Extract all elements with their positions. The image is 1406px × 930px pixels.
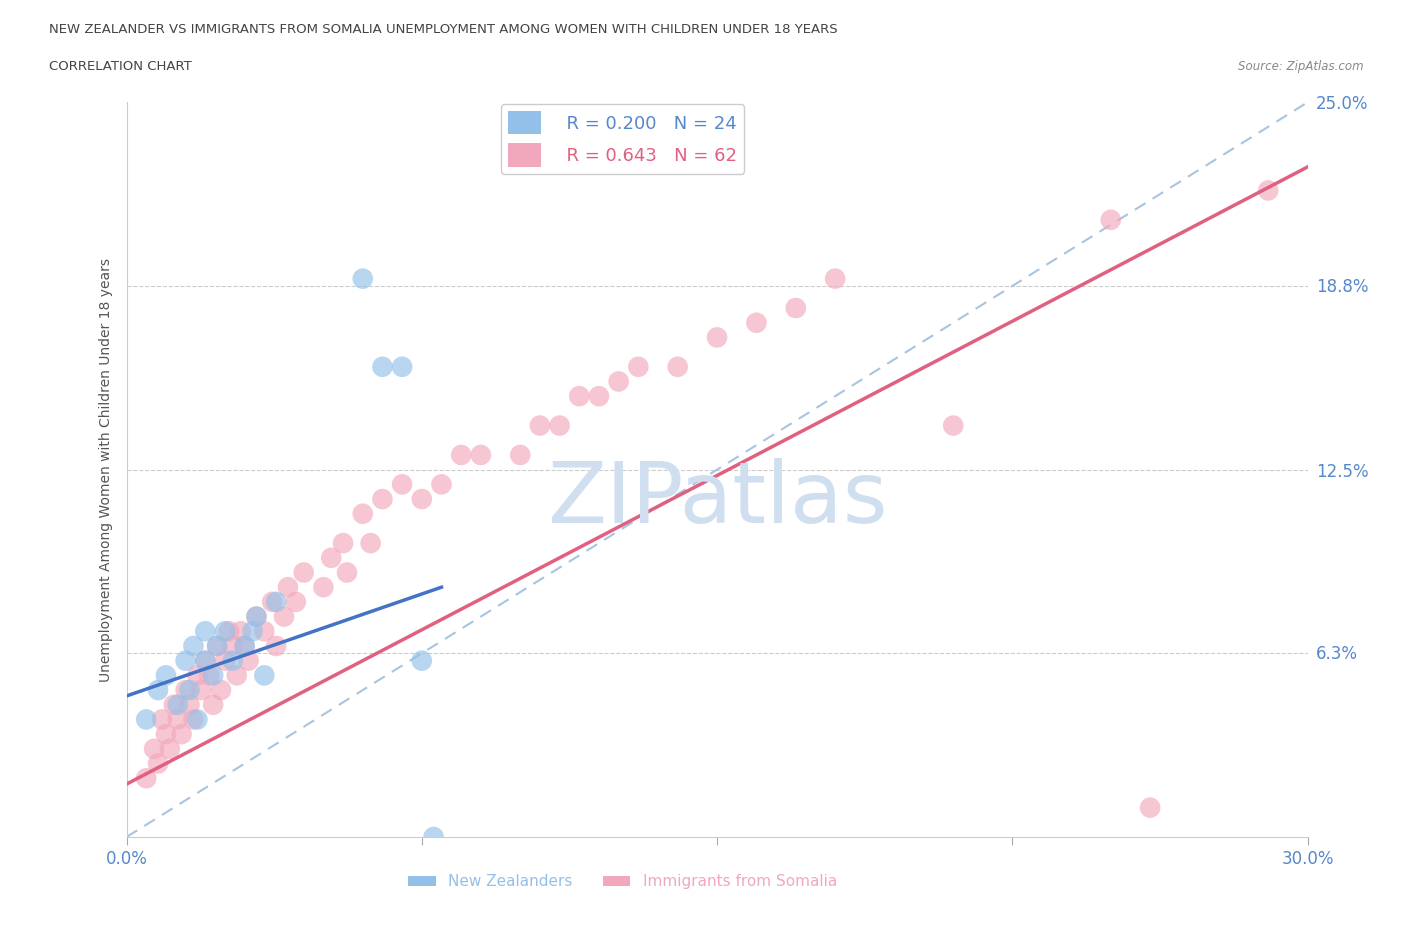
Point: [202, 698, 225, 712]
Point: [312, 579, 335, 594]
Point: [183, 639, 205, 654]
Point: [214, 653, 236, 668]
Point: [450, 447, 472, 462]
Point: [163, 698, 186, 712]
Point: [242, 624, 264, 639]
Point: [190, 683, 212, 698]
Point: [146, 756, 169, 771]
Point: [391, 359, 413, 374]
Point: [209, 683, 232, 698]
Point: [411, 653, 433, 668]
Point: [205, 639, 228, 654]
Point: [183, 712, 205, 727]
Point: [186, 712, 208, 727]
Point: [284, 594, 307, 609]
Point: [253, 624, 276, 639]
Point: [1139, 800, 1161, 815]
Text: CORRELATION CHART: CORRELATION CHART: [49, 60, 193, 73]
Point: [222, 639, 245, 654]
Point: [202, 668, 225, 683]
Point: [179, 698, 201, 712]
Point: [159, 741, 181, 756]
Point: [548, 418, 571, 433]
Point: [706, 330, 728, 345]
Point: [194, 653, 217, 668]
Point: [155, 726, 177, 741]
Point: [233, 639, 256, 654]
Point: [205, 639, 228, 654]
Point: [627, 359, 650, 374]
Point: [174, 653, 197, 668]
Point: [214, 624, 236, 639]
Point: [143, 741, 166, 756]
Point: [371, 359, 394, 374]
Point: [146, 683, 169, 698]
Point: [170, 726, 193, 741]
Point: [430, 477, 453, 492]
Point: [229, 624, 252, 639]
Legend: New Zealanders, Immigrants from Somalia: New Zealanders, Immigrants from Somalia: [402, 869, 844, 896]
Point: [262, 594, 284, 609]
Point: [179, 683, 201, 698]
Point: [194, 653, 217, 668]
Point: [568, 389, 591, 404]
Point: [198, 668, 221, 683]
Point: [509, 447, 531, 462]
Point: [321, 551, 343, 565]
Point: [277, 579, 299, 594]
Point: [745, 315, 768, 330]
Point: [391, 477, 413, 492]
Point: [422, 830, 444, 844]
Point: [332, 536, 354, 551]
Point: [470, 447, 492, 462]
Point: [222, 653, 245, 668]
Text: NEW ZEALANDER VS IMMIGRANTS FROM SOMALIA UNEMPLOYMENT AMONG WOMEN WITH CHILDREN : NEW ZEALANDER VS IMMIGRANTS FROM SOMALIA…: [49, 23, 838, 36]
Point: [194, 624, 217, 639]
Point: [1257, 183, 1279, 198]
Point: [529, 418, 551, 433]
Point: [225, 668, 247, 683]
Point: [264, 594, 287, 609]
Point: [135, 712, 157, 727]
Text: ZIPatlas: ZIPatlas: [547, 458, 887, 540]
Point: [186, 668, 208, 683]
Point: [233, 639, 256, 654]
Point: [352, 506, 374, 521]
Point: [371, 492, 394, 507]
Text: Source: ZipAtlas.com: Source: ZipAtlas.com: [1239, 60, 1364, 73]
Point: [166, 698, 188, 712]
Point: [1099, 212, 1122, 227]
Point: [824, 272, 846, 286]
Point: [218, 624, 240, 639]
Point: [238, 653, 260, 668]
Point: [253, 668, 276, 683]
Point: [607, 374, 630, 389]
Point: [785, 300, 807, 315]
Point: [174, 683, 197, 698]
Point: [245, 609, 267, 624]
Point: [336, 565, 359, 580]
Point: [273, 609, 295, 624]
Point: [666, 359, 689, 374]
Point: [264, 639, 287, 654]
Point: [588, 389, 610, 404]
Point: [360, 536, 382, 551]
Point: [411, 492, 433, 507]
Point: [155, 668, 177, 683]
Point: [352, 272, 374, 286]
Point: [135, 771, 157, 786]
Point: [150, 712, 173, 727]
Y-axis label: Unemployment Among Women with Children Under 18 years: Unemployment Among Women with Children U…: [98, 258, 112, 682]
Point: [245, 609, 267, 624]
Point: [942, 418, 965, 433]
Point: [292, 565, 315, 580]
Point: [166, 712, 188, 727]
